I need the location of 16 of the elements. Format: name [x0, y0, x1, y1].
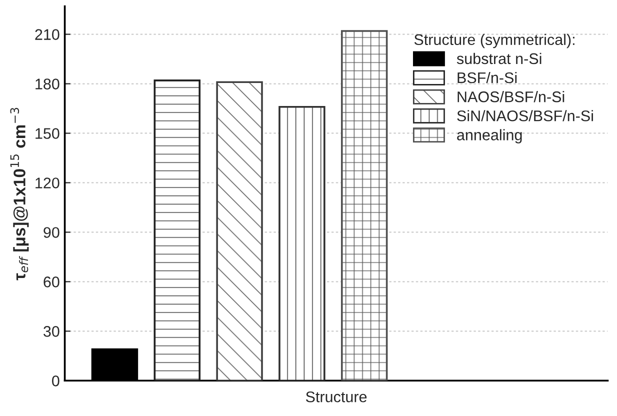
y-tick-label: 120 [36, 178, 60, 188]
y-tick-label: 30 [44, 326, 60, 337]
y-tick-label: 60 [44, 276, 60, 288]
y-axis-title: τ$_{eff}$ [μs]@1x10$^{15}$ cm$^{−3}$ [10, 108, 29, 280]
legend-label: substrat n-Si [456, 52, 542, 64]
legend-title: Structure (symmetrical): [414, 34, 574, 48]
legend-label: SiN/NAOS/BSF/n-Si [457, 110, 593, 122]
x-axis-title: Structure [306, 391, 367, 402]
legend-label: annealing [457, 129, 522, 144]
y-tick-label: 0 [52, 376, 60, 386]
y-tick-label: 150 [36, 128, 60, 139]
legend-label: BSF/n-Si [458, 72, 517, 84]
y-tick-label: 180 [36, 78, 60, 90]
y-tick-label: 210 [35, 29, 60, 40]
legend-label: NAOS/BSF/n-Si [458, 91, 564, 102]
y-tick-label: 90 [44, 227, 60, 238]
